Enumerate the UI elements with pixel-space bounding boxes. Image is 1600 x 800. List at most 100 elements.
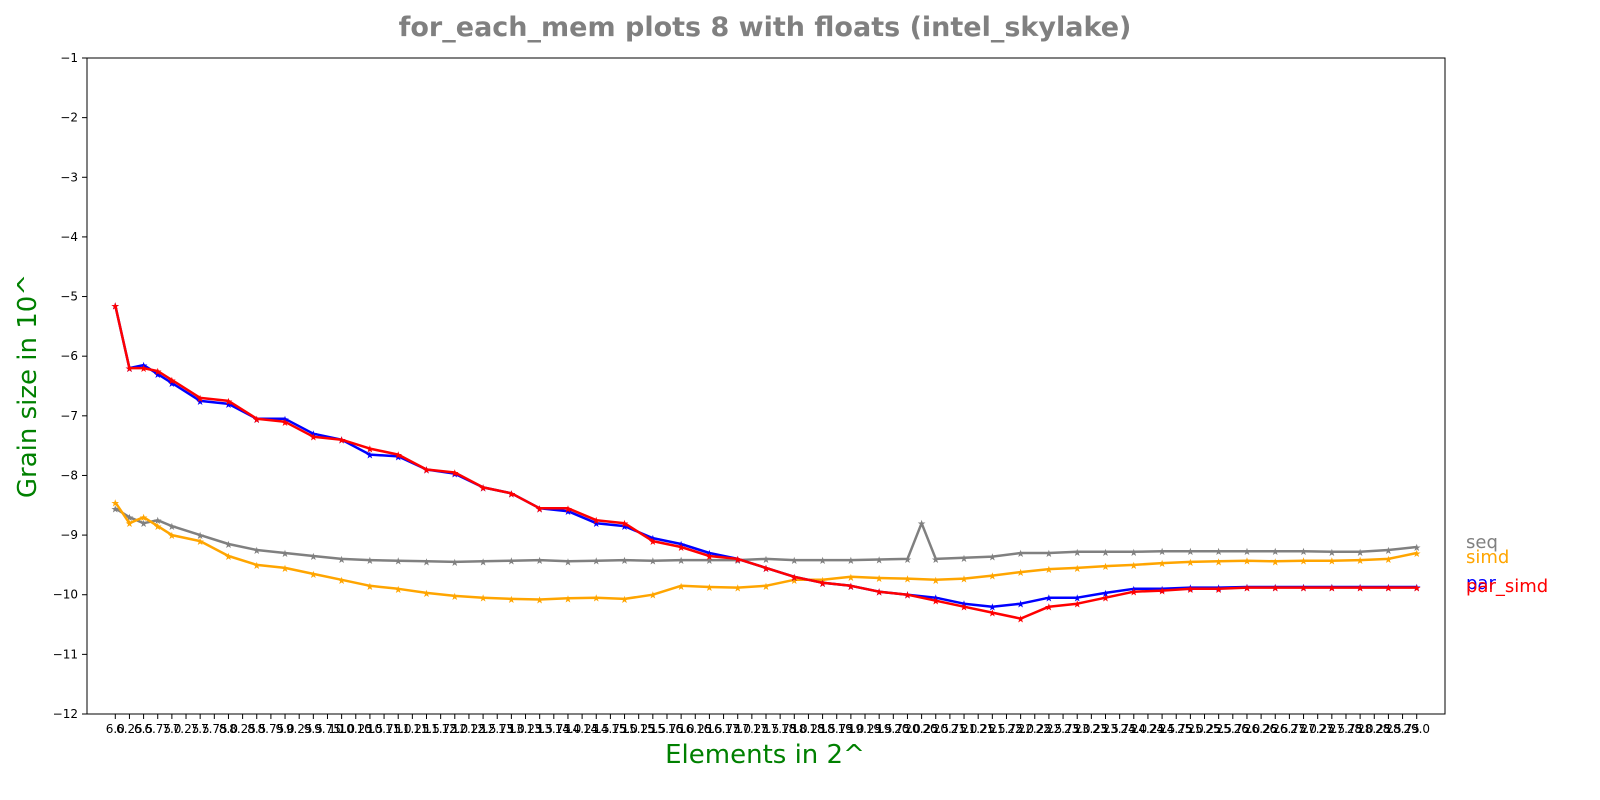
data-point-simd: ★ bbox=[762, 582, 771, 593]
data-point-par-simd: ★ bbox=[1016, 615, 1025, 626]
data-point-seq: ★ bbox=[818, 556, 827, 567]
x-tick-label: 26.0 bbox=[1234, 722, 1261, 736]
data-point-simd: ★ bbox=[931, 576, 940, 587]
data-point-simd: ★ bbox=[394, 585, 403, 596]
data-point-par-simd: ★ bbox=[931, 597, 940, 608]
x-tick-label: 16.25 bbox=[678, 722, 712, 736]
data-point-par-simd: ★ bbox=[846, 582, 855, 593]
data-point-simd: ★ bbox=[281, 564, 290, 575]
data-point-par: ★ bbox=[281, 415, 290, 426]
data-point-par-simd: ★ bbox=[224, 397, 233, 408]
data-point-simd: ★ bbox=[196, 537, 205, 548]
x-tick-label: 20.5 bbox=[922, 722, 949, 736]
data-point-seq: ★ bbox=[281, 549, 290, 560]
data-point-par: ★ bbox=[1129, 585, 1138, 596]
x-tick-label: 27.5 bbox=[1318, 722, 1345, 736]
x-tick-label: 14.5 bbox=[583, 722, 610, 736]
data-point-par-simd: ★ bbox=[1186, 585, 1195, 596]
series-line-simd bbox=[114, 501, 1417, 601]
data-point-par: ★ bbox=[153, 370, 162, 381]
data-point-par-simd: ★ bbox=[1299, 584, 1308, 595]
data-point-par-simd: ★ bbox=[125, 364, 134, 375]
legend-label-par-simd: par_simd bbox=[1466, 576, 1548, 597]
data-point-simd: ★ bbox=[450, 592, 459, 603]
data-point-par-simd: ★ bbox=[1101, 594, 1110, 605]
x-tick-label: 14.25 bbox=[565, 722, 599, 736]
legend-label-simd: simd bbox=[1466, 547, 1509, 568]
data-point-seq: ★ bbox=[507, 557, 516, 568]
x-tick-label: 9.75 bbox=[314, 722, 341, 736]
series-layer: ★ ★ ★ ★ ★ ★ ★ ★ ★ ★ ★ ★ ★ ★ ★ ★ ★ ★ ★ ★ ★ ★ ★ ★ ★ ★ ★ ★ ★ ★ ★ ★ ★ ★ ★ ★ ★ ★ ★ ★… bbox=[111, 301, 1421, 625]
data-point-par-simd: ★ bbox=[111, 301, 120, 312]
data-point-simd: ★ bbox=[903, 575, 912, 586]
data-point-simd: ★ bbox=[507, 595, 516, 606]
x-tick-label: 25.75 bbox=[1216, 722, 1250, 736]
x-tick-label: 24.25 bbox=[1131, 722, 1165, 736]
y-tick-label: −4 bbox=[60, 230, 78, 244]
x-tick-label: 26.25 bbox=[1244, 722, 1278, 736]
y-tick-label: −6 bbox=[60, 349, 78, 363]
data-point-simd: ★ bbox=[1242, 557, 1251, 568]
data-point-par: ★ bbox=[705, 549, 714, 560]
data-point-seq: ★ bbox=[450, 558, 459, 569]
data-point-simd: ★ bbox=[535, 595, 544, 606]
data-point-seq: ★ bbox=[846, 556, 855, 567]
x-tick-label: 26.75 bbox=[1272, 722, 1306, 736]
data-point-seq: ★ bbox=[153, 516, 162, 527]
data-point-seq: ★ bbox=[111, 504, 120, 515]
x-tick-label: 15.75 bbox=[650, 722, 684, 736]
data-point-par-simd: ★ bbox=[252, 415, 261, 426]
data-point-par-simd: ★ bbox=[1327, 584, 1336, 595]
x-tick-label: 6.75 bbox=[144, 722, 171, 736]
y-tick-label: −1 bbox=[60, 51, 78, 65]
x-tick-label: 22.25 bbox=[1018, 722, 1052, 736]
x-tick-label: 13.25 bbox=[508, 722, 542, 736]
x-tick-label: 17.25 bbox=[735, 722, 769, 736]
legend-label-seq: seq bbox=[1466, 532, 1498, 553]
data-point-seq: ★ bbox=[903, 555, 912, 566]
x-tick-label: 22.75 bbox=[1046, 722, 1080, 736]
data-point-par-simd: ★ bbox=[1242, 584, 1251, 595]
data-point-par-simd: ★ bbox=[903, 591, 912, 602]
data-point-par-simd: ★ bbox=[762, 564, 771, 575]
data-point-simd: ★ bbox=[365, 582, 374, 593]
chart-title: for_each_mem plots 8 with floats (intel_… bbox=[399, 12, 1132, 43]
y-axis-label: Grain size in 10^ bbox=[13, 274, 43, 498]
x-tick-label: 9.0 bbox=[275, 722, 294, 736]
data-point-par-simd: ★ bbox=[479, 483, 488, 494]
data-point-simd: ★ bbox=[252, 561, 261, 572]
data-point-simd: ★ bbox=[563, 594, 572, 605]
x-tick-label: 11.0 bbox=[385, 722, 412, 736]
data-point-par: ★ bbox=[960, 600, 969, 611]
x-tick-label: 7.0 bbox=[162, 722, 181, 736]
x-tick-label: 14.0 bbox=[555, 722, 582, 736]
x-tick-label: 10.0 bbox=[328, 722, 355, 736]
x-tick-label: 8.25 bbox=[229, 722, 256, 736]
x-tick-label: 12.75 bbox=[480, 722, 514, 736]
data-point-par-simd: ★ bbox=[677, 543, 686, 554]
data-point-seq: ★ bbox=[762, 555, 771, 566]
data-point-simd: ★ bbox=[677, 582, 686, 593]
data-point-par-simd: ★ bbox=[733, 555, 742, 566]
data-point-seq: ★ bbox=[422, 557, 431, 568]
data-point-simd: ★ bbox=[1356, 556, 1365, 567]
data-point-par: ★ bbox=[790, 573, 799, 584]
data-point-par: ★ bbox=[167, 379, 176, 390]
series-line-seq bbox=[114, 507, 1417, 564]
x-tick-label: 20.25 bbox=[904, 722, 938, 736]
data-point-seq: ★ bbox=[1384, 546, 1393, 557]
data-point-seq: ★ bbox=[563, 557, 572, 568]
data-point-par: ★ bbox=[309, 430, 318, 441]
data-point-par: ★ bbox=[762, 564, 771, 575]
data-point-par: ★ bbox=[337, 436, 346, 447]
x-tick-label: 10.5 bbox=[357, 722, 384, 736]
x-tick-label: 28.5 bbox=[1375, 722, 1402, 736]
data-point-seq: ★ bbox=[931, 555, 940, 566]
x-tick-label: 12.25 bbox=[452, 722, 486, 736]
x-tick-label: 11.25 bbox=[395, 722, 429, 736]
x-axis-label: Elements in 2^ bbox=[665, 740, 865, 770]
data-point-simd: ★ bbox=[153, 522, 162, 533]
x-tick-label: 24.5 bbox=[1149, 722, 1176, 736]
y-tick-label: −11 bbox=[53, 647, 78, 661]
data-point-seq: ★ bbox=[1073, 548, 1082, 559]
